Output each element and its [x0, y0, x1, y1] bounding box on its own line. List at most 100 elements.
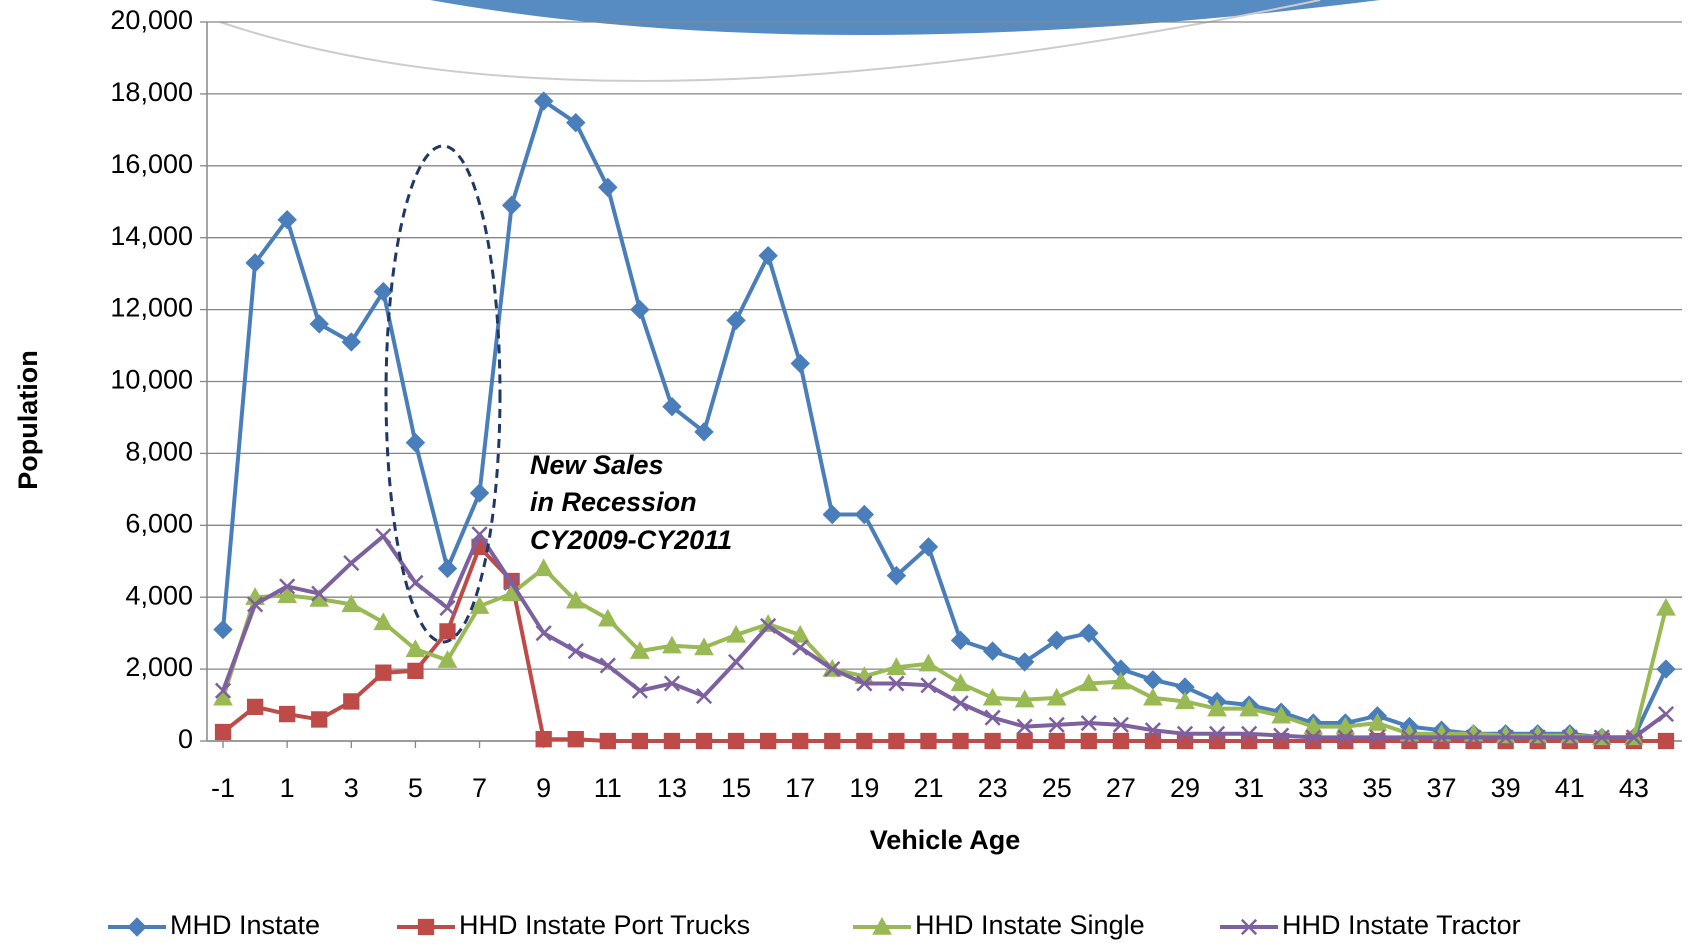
point: [694, 637, 714, 656]
point: [1014, 689, 1035, 708]
point: [727, 653, 745, 670]
series-line: [221, 544, 1666, 743]
point: [856, 732, 873, 750]
point: [982, 641, 1003, 661]
point: [758, 245, 778, 266]
x-tick-label: 31: [1234, 773, 1264, 803]
point: [1241, 725, 1258, 742]
point: [375, 528, 392, 545]
point: [1625, 729, 1642, 746]
point: [1657, 732, 1675, 750]
legend-item: MHD Instate: [108, 910, 320, 940]
point: [1014, 652, 1035, 672]
point: [695, 732, 713, 750]
point: [437, 558, 458, 579]
point: [950, 673, 971, 692]
point: [1016, 732, 1033, 750]
x-tick-label: 25: [1042, 773, 1072, 803]
point: [854, 504, 875, 525]
point: [1143, 687, 1163, 706]
y-tick-label: 20,000: [110, 5, 193, 35]
point: [213, 687, 233, 706]
annotation-line: New Sales: [530, 450, 664, 480]
point: [373, 612, 394, 631]
legend-label: MHD Instate: [170, 910, 320, 940]
point: [437, 650, 458, 668]
x-tick-label: 35: [1362, 773, 1392, 803]
legend-item: HHD Instate Single: [853, 910, 1145, 940]
plot-area: 0 2,000 4,000 6,000 8,000 10,000 12,000 14,000 1…: [110, 5, 1682, 803]
point: [501, 195, 522, 216]
point: [886, 565, 907, 586]
point: [1078, 673, 1099, 692]
point: [984, 709, 1001, 726]
point: [822, 504, 842, 525]
point: [1433, 729, 1450, 746]
point: [1273, 727, 1290, 744]
point: [630, 641, 650, 659]
point: [1561, 729, 1578, 746]
point: [1112, 716, 1129, 733]
point: [792, 639, 809, 656]
point: [726, 310, 746, 331]
point: [856, 675, 873, 692]
legend-label: HHD Instate Port Trucks: [459, 910, 750, 940]
x-tick-label: 17: [785, 773, 815, 803]
highlight-ellipse: [384, 144, 502, 644]
legend-item: HHD Instate Tractor: [1220, 910, 1521, 940]
point: [950, 630, 971, 651]
point: [565, 590, 586, 609]
point: [790, 353, 810, 374]
point: [469, 596, 490, 614]
point: [1497, 729, 1514, 746]
point: [469, 483, 490, 503]
point: [341, 594, 362, 613]
point: [471, 526, 488, 543]
point: [566, 112, 586, 133]
point: [1208, 725, 1226, 742]
point: [1657, 705, 1675, 723]
point: [727, 732, 745, 750]
point: [373, 281, 394, 302]
point: [824, 732, 841, 750]
point: [311, 711, 328, 728]
point: [533, 558, 554, 577]
y-tick-label: 2,000: [125, 652, 193, 682]
point: [1465, 729, 1482, 746]
point: [760, 617, 777, 635]
x-axis-title: Vehicle Age: [870, 825, 1021, 855]
point: [567, 643, 584, 660]
point: [1048, 716, 1065, 733]
point: [918, 653, 939, 672]
point: [597, 608, 618, 627]
point: [1048, 732, 1065, 750]
point: [1369, 729, 1386, 746]
point: [567, 731, 584, 748]
point: [984, 732, 1001, 750]
x-tick-label: 1: [280, 773, 295, 803]
point: [1144, 722, 1162, 739]
y-tick-label: 4,000: [125, 580, 193, 610]
legend-label: HHD Instate Single: [915, 910, 1145, 940]
point: [824, 661, 841, 678]
point: [1401, 729, 1418, 746]
point: [417, 918, 435, 936]
x-tick-label: 9: [536, 773, 551, 803]
point: [1271, 705, 1292, 724]
point: [1175, 691, 1195, 710]
point: [790, 624, 811, 643]
point: [952, 732, 969, 750]
y-tick-label: 10,000: [110, 365, 193, 395]
x-tick-label: 5: [408, 773, 423, 803]
y-tick-label: 14,000: [110, 221, 193, 251]
point: [1593, 729, 1610, 746]
point: [1207, 698, 1227, 717]
point: [1046, 687, 1067, 706]
point: [918, 537, 939, 557]
point: [1239, 698, 1259, 717]
point: [405, 639, 426, 658]
point: [663, 732, 681, 750]
y-tick-label: 18,000: [110, 77, 193, 107]
point: [1240, 918, 1258, 936]
point: [1656, 597, 1676, 616]
